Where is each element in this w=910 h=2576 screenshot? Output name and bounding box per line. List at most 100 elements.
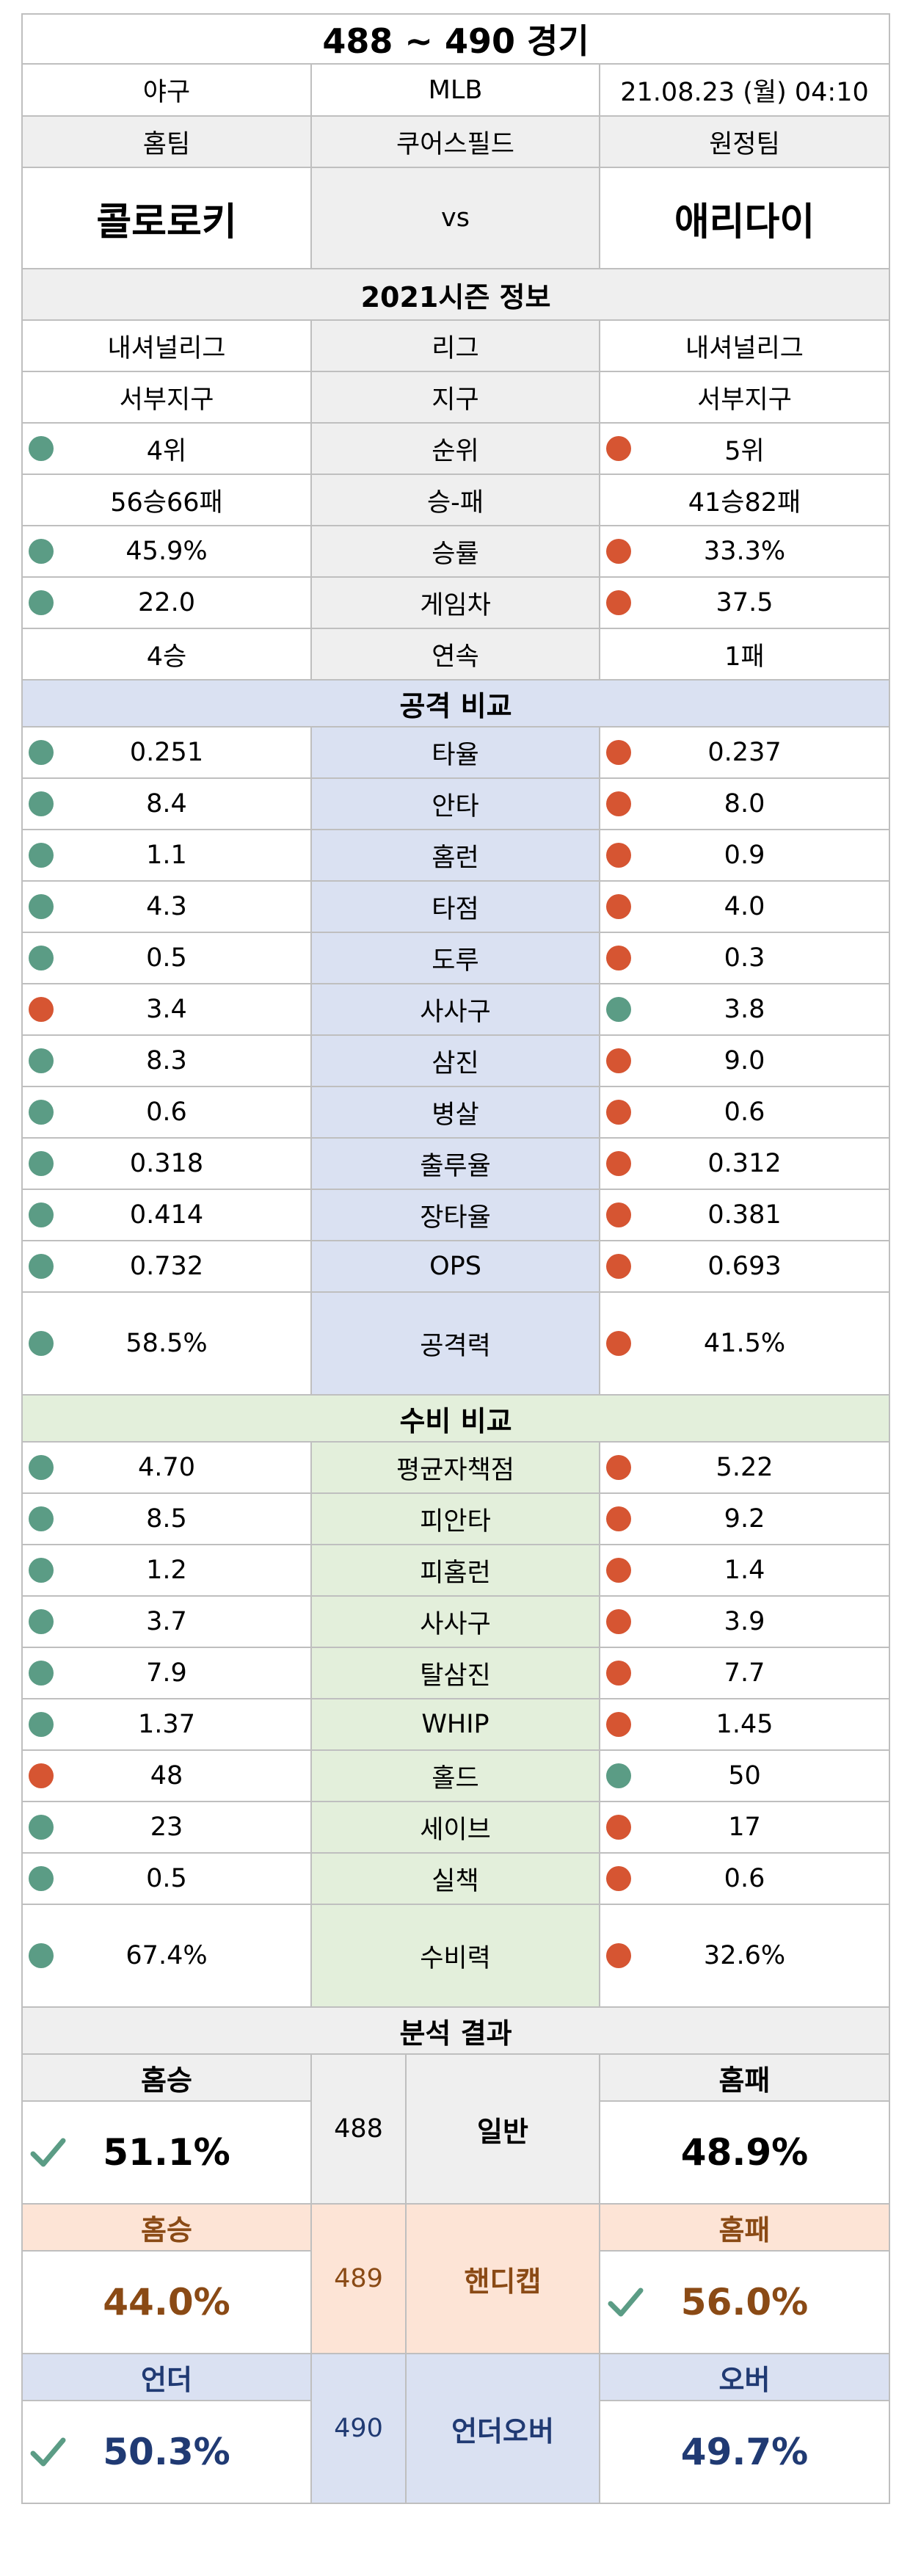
home-stat-cell: 8.3 <box>21 1034 312 1087</box>
indicator-dot-icon <box>29 1661 54 1686</box>
indicator-dot-icon <box>606 946 631 970</box>
stat-label: 타점 <box>310 880 600 933</box>
home-stat-cell: 48 <box>21 1749 312 1802</box>
away-stat-value: 0.693 <box>707 1252 782 1281</box>
home-stat-cell: 0.732 <box>21 1240 312 1293</box>
home-stat-cell: 3.4 <box>21 983 312 1036</box>
away-stat-cell: 17 <box>598 1801 891 1854</box>
away-stat-value: 7.7 <box>724 1658 765 1688</box>
away-power-cell: 41.5% <box>598 1291 891 1396</box>
away-stat-value: 0.6 <box>724 1097 765 1127</box>
home-stat-value: 4.3 <box>146 892 187 921</box>
stat-label: 타율 <box>310 726 600 779</box>
away-power-cell: 32.6% <box>598 1904 891 2008</box>
indicator-dot-icon <box>29 590 54 615</box>
bet-type: 언더오버 <box>405 2353 600 2504</box>
away-stat-cell: 5위 <box>598 422 891 475</box>
indicator-dot-icon <box>606 1455 631 1480</box>
indicator-dot-icon <box>606 1763 631 1788</box>
away-stat-cell: 0.6 <box>598 1086 891 1139</box>
result-left-cell: 50.3% <box>21 2400 312 2504</box>
indicator-dot-icon <box>606 1254 631 1279</box>
result-right-cell: 49.7% <box>598 2400 891 2504</box>
home-stat-value: 4.70 <box>138 1453 195 1482</box>
home-power-value: 67.4% <box>125 1941 208 1970</box>
indicator-dot-icon <box>29 740 54 765</box>
indicator-dot-icon <box>606 539 631 564</box>
home-team-name: 콜로로키 <box>21 167 312 269</box>
home-stat-cell: 서부지구 <box>21 371 312 424</box>
away-stat-value: 내셔널리그 <box>685 333 804 363</box>
home-stat-cell: 0.414 <box>21 1189 312 1241</box>
away-stat-cell: 1패 <box>598 628 891 681</box>
home-stat-cell: 1.37 <box>21 1698 312 1751</box>
away-stat-value: 50 <box>728 1761 761 1790</box>
away-stat-value: 서부지구 <box>697 385 792 415</box>
home-stat-cell: 23 <box>21 1801 312 1854</box>
away-stat-cell: 0.9 <box>598 829 891 882</box>
result-right-cell: 48.9% <box>598 2100 891 2205</box>
stat-label: 지구 <box>310 371 600 424</box>
home-stat-value: 0.5 <box>146 943 187 973</box>
result-left-label: 홈승 <box>21 2053 312 2102</box>
away-stat-cell: 7.7 <box>598 1647 891 1699</box>
home-stat-cell: 22.0 <box>21 576 312 629</box>
stat-label: 실책 <box>310 1852 600 1905</box>
home-stat-cell: 1.1 <box>21 829 312 882</box>
section-title: 공격 비교 <box>21 679 891 728</box>
indicator-dot-icon <box>606 1943 631 1968</box>
result-right-cell: 56.0% <box>598 2250 891 2354</box>
home-stat-cell: 0.6 <box>21 1086 312 1139</box>
stat-label: 안타 <box>310 777 600 830</box>
home-stat-value: 0.732 <box>129 1252 204 1281</box>
away-stat-value: 9.2 <box>724 1504 765 1534</box>
indicator-dot-icon <box>29 1151 54 1176</box>
away-stat-value: 37.5 <box>716 588 774 617</box>
home-stat-cell: 8.4 <box>21 777 312 830</box>
stat-label: 홈런 <box>310 829 600 882</box>
home-stat-cell: 0.5 <box>21 1852 312 1905</box>
indicator-dot-icon <box>29 1712 54 1737</box>
home-stat-value: 0.414 <box>129 1200 204 1230</box>
check-icon <box>606 2283 644 2321</box>
indicator-dot-icon <box>606 436 631 461</box>
away-stat-value: 17 <box>728 1813 761 1842</box>
stat-label: 삼진 <box>310 1034 600 1087</box>
result-left-cell: 44.0% <box>21 2250 312 2354</box>
result-right-label: 홈패 <box>598 2203 891 2252</box>
home-stat-value: 내셔널리그 <box>107 333 226 363</box>
away-stat-value: 33.3% <box>703 537 786 566</box>
home-stat-value: 1.2 <box>146 1556 187 1585</box>
match-number: 488 <box>310 2053 407 2205</box>
result-left-pct: 50.3% <box>103 2431 230 2473</box>
indicator-dot-icon <box>606 1202 631 1227</box>
indicator-dot-icon <box>29 539 54 564</box>
away-stat-cell: 0.3 <box>598 932 891 984</box>
indicator-dot-icon <box>606 1151 631 1176</box>
home-stat-value: 0.318 <box>129 1149 204 1178</box>
away-stat-value: 1.4 <box>724 1556 765 1585</box>
stat-label: 사사구 <box>310 983 600 1036</box>
away-stat-cell: 0.312 <box>598 1137 891 1190</box>
indicator-dot-icon <box>29 946 54 970</box>
home-power-cell: 58.5% <box>21 1291 312 1396</box>
away-stat-value: 0.237 <box>707 738 782 767</box>
home-stat-cell: 0.5 <box>21 932 312 984</box>
indicator-dot-icon <box>29 1815 54 1840</box>
indicator-dot-icon <box>29 791 54 816</box>
away-stat-cell: 3.9 <box>598 1595 891 1648</box>
indicator-dot-icon <box>29 1506 54 1531</box>
away-stat-cell: 서부지구 <box>598 371 891 424</box>
away-stat-value: 3.9 <box>724 1607 765 1636</box>
indicator-dot-icon <box>606 1331 631 1356</box>
result-right-label: 홈패 <box>598 2053 891 2102</box>
indicator-dot-icon <box>606 1558 631 1583</box>
home-stat-value: 8.4 <box>146 789 187 819</box>
home-stat-value: 0.5 <box>146 1864 187 1893</box>
indicator-dot-icon <box>606 1609 631 1634</box>
away-stat-value: 0.3 <box>724 943 765 973</box>
away-stat-value: 1.45 <box>716 1710 774 1739</box>
power-label: 수비력 <box>310 1904 600 2008</box>
match-analysis-sheet: 488 ~ 490 경기 야구 MLB 21.08.23 (월) 04:10 홈… <box>21 13 891 2504</box>
home-stat-value: 0.6 <box>146 1097 187 1127</box>
